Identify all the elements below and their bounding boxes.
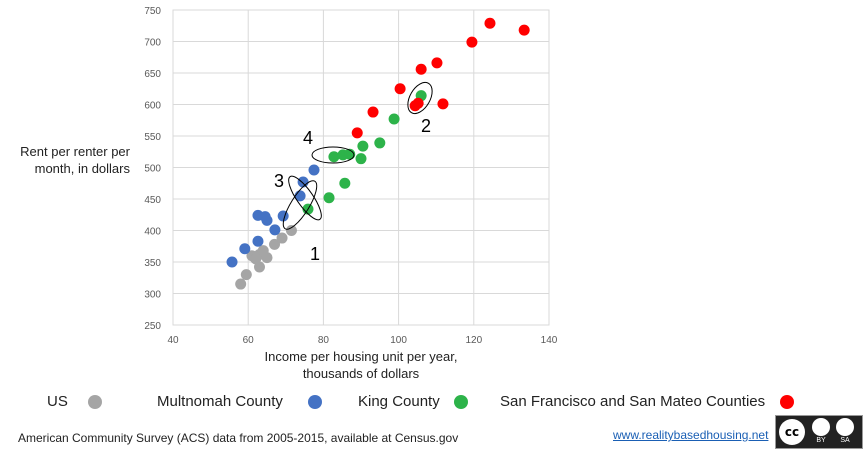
x-tick-label: 120 (465, 335, 482, 346)
legend-marker (454, 395, 468, 409)
point (253, 261, 265, 273)
license-text: BY (816, 437, 826, 444)
x-tick-label: 60 (243, 335, 255, 346)
legend-marker (308, 395, 322, 409)
point (388, 113, 400, 125)
point (466, 36, 478, 48)
cc-icon: cc (779, 419, 805, 445)
annotation: 3 (274, 171, 284, 191)
legend-label: US (47, 393, 68, 410)
point (261, 252, 273, 264)
y-tick-label: 400 (144, 227, 161, 238)
y-tick-label: 250 (144, 321, 161, 332)
point (276, 232, 288, 244)
y-tick-label: 550 (144, 132, 161, 143)
x-tick-label: 80 (318, 335, 330, 346)
point (269, 224, 281, 236)
point (431, 57, 443, 69)
x-axis-label: Income per housing unit per year, thousa… (264, 349, 458, 381)
y-tick-label: 650 (144, 69, 161, 80)
y-tick-label: 500 (144, 164, 161, 175)
point (412, 97, 424, 109)
point (235, 278, 247, 290)
point (351, 127, 363, 139)
x-tick-label: 40 (167, 335, 179, 346)
annotation-ellipse (311, 146, 355, 164)
point (484, 17, 496, 29)
y-tick-label: 700 (144, 38, 161, 49)
point (261, 214, 273, 226)
annotation: 2 (421, 116, 431, 136)
y-axis-label: Rent per renter per month, in dollars (20, 144, 130, 176)
annotation: 1 (310, 244, 320, 264)
license-badge: cc BY SA (775, 415, 863, 449)
y-tick-label: 450 (144, 195, 161, 206)
point (367, 106, 379, 118)
point (357, 140, 369, 152)
legend-label: Multnomah County (157, 393, 283, 410)
annotation-ellipse (288, 175, 322, 221)
point (374, 137, 386, 149)
by-icon (812, 418, 830, 436)
legend-label: San Francisco and San Mateo Counties (500, 393, 766, 410)
point (239, 243, 251, 255)
point (297, 176, 309, 188)
point (323, 192, 335, 204)
point (355, 153, 367, 165)
y-tick-label: 300 (144, 290, 161, 301)
link[interactable]: www.realitybasedhousing.net (613, 428, 769, 442)
source: American Community Survey (ACS) data fro… (18, 431, 459, 445)
point (308, 164, 320, 176)
sa-icon (836, 418, 854, 436)
point (339, 177, 351, 189)
x-tick-label: 140 (541, 335, 558, 346)
point (328, 151, 340, 163)
y-tick-label: 350 (144, 258, 161, 269)
annotation: 4 (303, 128, 313, 148)
point (437, 98, 449, 110)
point (285, 225, 297, 236)
annotation-ellipse (282, 180, 318, 230)
point (415, 63, 427, 75)
license-text: SA (840, 437, 850, 444)
legend-label: King County (358, 393, 440, 410)
annotation-ellipse (407, 81, 433, 115)
point (269, 238, 281, 250)
y-tick-label: 750 (144, 6, 161, 17)
point (252, 235, 264, 247)
point (226, 256, 238, 268)
legend-marker (88, 395, 102, 409)
x-tick-label: 100 (390, 335, 407, 346)
point (518, 24, 530, 36)
point (277, 210, 289, 222)
y-tick-label: 600 (144, 101, 161, 112)
point (240, 269, 252, 281)
point (394, 83, 406, 95)
legend-marker (780, 395, 794, 409)
